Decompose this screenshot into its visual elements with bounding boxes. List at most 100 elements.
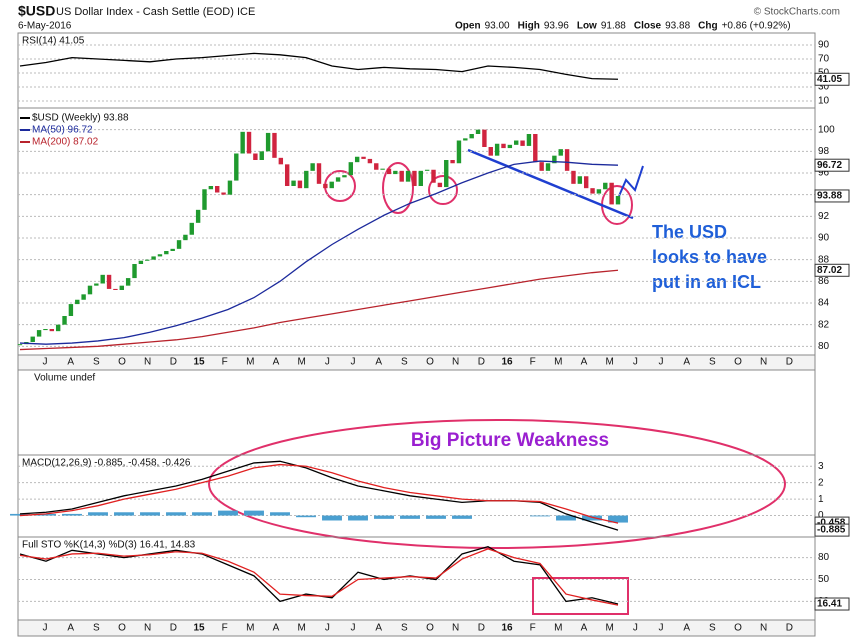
x-tick-label: J <box>633 357 638 368</box>
histogram-bar <box>88 512 108 516</box>
box <box>532 577 629 615</box>
candle <box>583 176 589 189</box>
candle <box>488 147 493 156</box>
quote-label: Low <box>577 21 597 32</box>
candle <box>240 131 245 154</box>
x-tick-label: M <box>554 357 562 368</box>
candle <box>393 170 398 175</box>
candle <box>227 180 233 195</box>
x-tick-label: J <box>351 357 356 368</box>
quote-label: Close <box>634 21 662 32</box>
candle <box>291 180 296 186</box>
circle <box>428 175 458 205</box>
candle <box>17 344 23 346</box>
current-value-label: 96.72 <box>817 160 842 171</box>
candle <box>609 182 614 205</box>
x-axis-band <box>17 619 816 637</box>
x-tick-label: O <box>426 357 434 368</box>
candle <box>170 248 175 251</box>
quote-label: Chg <box>698 21 717 32</box>
candle <box>164 251 169 255</box>
candle <box>100 274 105 284</box>
current-value-label: -0.885 <box>817 525 846 536</box>
annotation-line: looks to have <box>652 247 767 267</box>
annotation-weakness: Big Picture Weakness <box>411 430 609 451</box>
candle <box>514 140 519 145</box>
candle <box>151 256 156 260</box>
candle <box>469 134 474 139</box>
candle <box>564 149 570 171</box>
candle <box>145 259 150 261</box>
x-tick-label: S <box>709 623 716 634</box>
x-tick-label: A <box>683 623 690 634</box>
x-tick-label: A <box>67 357 74 368</box>
quote-value: 93.96 <box>544 21 569 32</box>
candle <box>482 129 487 147</box>
histogram-bar <box>36 513 56 516</box>
series-line <box>19 52 619 80</box>
histogram-bar <box>192 512 212 516</box>
candle <box>265 132 271 152</box>
y-tick-label: 30 <box>818 82 830 93</box>
x-tick-label: M <box>297 357 305 368</box>
x-tick-label: S <box>401 623 408 634</box>
quote-value: +0.86 (+0.92%) <box>722 21 791 32</box>
quote-label: Open <box>455 21 481 32</box>
histogram-bar <box>452 515 472 519</box>
y-tick-label: 98 <box>818 146 830 157</box>
legend-entry: MA(50) 96.72 <box>32 125 93 136</box>
candle <box>526 134 532 146</box>
candle <box>558 149 563 156</box>
x-tick-label: D <box>786 357 793 368</box>
histogram-bar <box>374 515 394 519</box>
x-axis-band <box>17 354 816 371</box>
candle <box>68 304 74 316</box>
candle <box>310 163 315 171</box>
candle <box>119 285 124 290</box>
candle <box>183 234 188 241</box>
current-value-label: 16.41 <box>817 599 842 610</box>
symbol: $USD <box>18 3 55 19</box>
candle <box>284 164 290 186</box>
credit: © StockCharts.com <box>754 7 840 18</box>
candle <box>157 254 163 257</box>
x-tick-label: J <box>633 623 638 634</box>
candle <box>62 316 67 325</box>
candle <box>75 299 80 305</box>
y-tick-label: 88 <box>818 254 830 265</box>
candle <box>386 168 392 175</box>
series-line <box>19 160 619 345</box>
x-tick-label: M <box>246 357 254 368</box>
histogram-bar <box>244 510 264 516</box>
x-tick-label: M <box>246 623 254 634</box>
x-tick-label: J <box>659 623 664 634</box>
volume-label: Volume undef <box>34 373 95 384</box>
x-tick-label: S <box>401 357 408 368</box>
quote: Open 93.00 High 93.96 Low 91.88 Close 93.88 Chg +… <box>455 21 791 32</box>
x-tick-label: J <box>43 623 48 634</box>
ellipse <box>208 419 786 549</box>
histogram-bar <box>348 515 368 521</box>
histogram-bar <box>140 512 160 516</box>
y-tick-label: 2 <box>818 477 824 488</box>
histogram-bar <box>426 515 446 519</box>
x-tick-label: A <box>375 357 382 368</box>
x-tick-label: O <box>118 623 126 634</box>
candle <box>329 181 334 189</box>
candle <box>176 240 182 249</box>
candle <box>202 189 207 210</box>
histogram-bar <box>608 515 628 523</box>
x-tick-label: A <box>273 623 280 634</box>
x-tick-label: D <box>478 623 485 634</box>
candle <box>424 169 430 171</box>
x-tick-label: M <box>605 623 613 634</box>
current-value-box <box>814 72 850 86</box>
histogram-bar <box>296 515 316 518</box>
current-value-box <box>814 189 850 203</box>
x-tick-label: F <box>222 357 228 368</box>
x-tick-label: A <box>581 623 588 634</box>
x-tick-label: N <box>760 623 767 634</box>
candle <box>49 329 55 332</box>
candle <box>272 132 277 158</box>
x-tick-label: S <box>93 623 100 634</box>
